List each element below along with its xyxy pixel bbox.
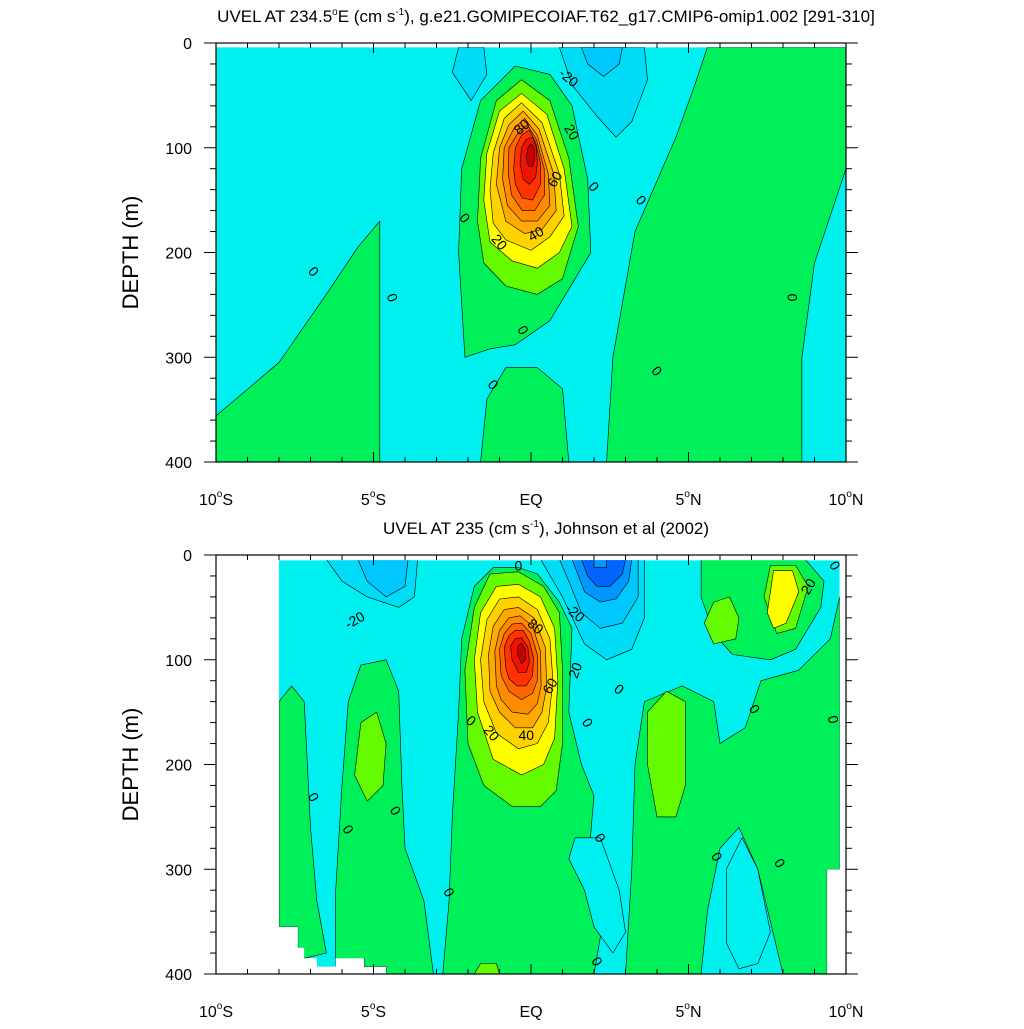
- contour-band: [357, 560, 409, 598]
- contour-band: [451, 47, 488, 101]
- contour-label: 0: [784, 294, 800, 302]
- contour-band: [606, 47, 846, 462]
- contour-label: 40: [518, 727, 534, 743]
- contour-label: 0: [825, 714, 842, 725]
- contour-band: [581, 47, 623, 77]
- chart-title: UVEL AT 235 (cm s-1), Johnson et al (200…: [383, 519, 709, 538]
- contour-band: [480, 367, 570, 462]
- y-tick-label: 400: [165, 967, 192, 984]
- y-tick-label: 300: [165, 350, 192, 367]
- contour-field: [279, 560, 840, 974]
- contour-band: [725, 837, 771, 970]
- chart-title: UVEL AT 234.5oE (cm s-1), g.e21.GOMIPECO…: [217, 7, 875, 26]
- contour-band: [647, 690, 686, 818]
- contour-band: [581, 560, 626, 587]
- x-tick-label: EQ: [519, 1004, 542, 1021]
- contour-band: [216, 220, 381, 462]
- x-tick-label: 10oS: [199, 489, 233, 509]
- y-axis-label: DEPTH (m): [118, 708, 143, 822]
- x-tick-label: EQ: [519, 492, 542, 509]
- x-tick-label: 5oS: [361, 489, 386, 509]
- x-tick-label: 10oN: [829, 1001, 864, 1021]
- contour-label: 20: [561, 121, 583, 143]
- y-tick-label: 100: [165, 141, 192, 158]
- contour-band: [625, 596, 840, 974]
- y-tick-label: 0: [183, 548, 192, 565]
- contour-label: 20: [797, 575, 819, 597]
- contour-label: 60: [544, 168, 566, 190]
- y-tick-label: 0: [183, 36, 192, 53]
- contour-band: [279, 685, 327, 959]
- x-tick-label: 10oN: [829, 489, 864, 509]
- contour-label: 0: [515, 557, 523, 573]
- contour-field: [216, 47, 846, 462]
- contour-label: 60: [539, 675, 561, 697]
- x-tick-label: 5oN: [675, 489, 701, 509]
- contour-band: [568, 837, 626, 954]
- contour-band: [517, 642, 526, 665]
- y-tick-label: 400: [165, 455, 192, 472]
- contour-band: [766, 570, 800, 629]
- contour-label: 40: [525, 223, 547, 245]
- x-tick-label: 10oS: [199, 1001, 233, 1021]
- y-tick-label: 200: [165, 758, 192, 775]
- y-tick-label: 200: [165, 246, 192, 263]
- contour-band: [354, 711, 387, 802]
- x-tick-label: 5oN: [675, 1001, 701, 1021]
- y-tick-label: 100: [165, 653, 192, 670]
- x-tick-label: 5oS: [361, 1001, 386, 1021]
- contour-band: [703, 596, 740, 645]
- contour-label: 20: [565, 660, 585, 680]
- contour-band: [473, 963, 500, 974]
- contour-band: [559, 47, 648, 138]
- contour-band: [525, 143, 536, 167]
- y-tick-label: 300: [165, 862, 192, 879]
- y-axis-label: DEPTH (m): [118, 196, 143, 310]
